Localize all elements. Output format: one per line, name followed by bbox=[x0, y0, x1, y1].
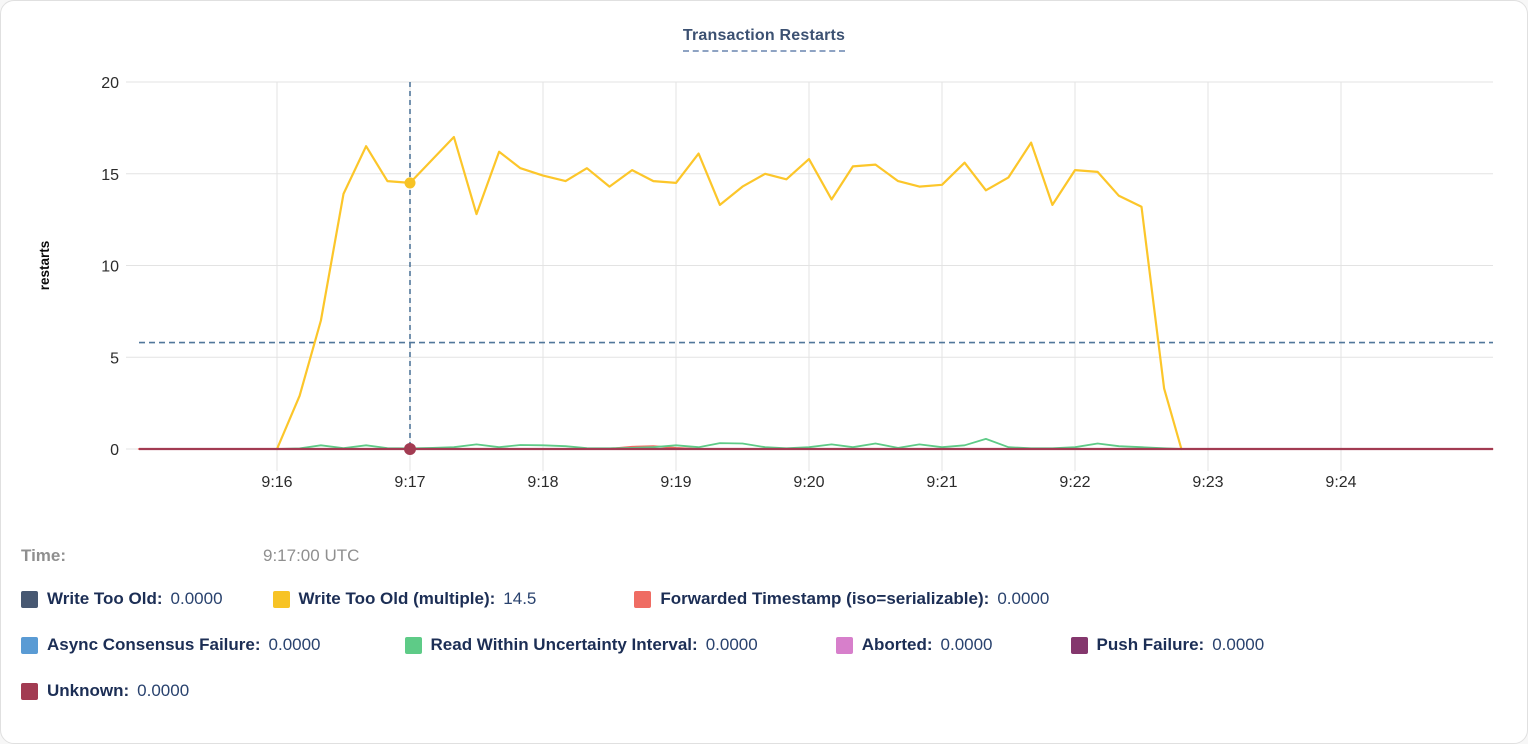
legend-swatch bbox=[21, 590, 38, 608]
legend-value: 0.0000 bbox=[1212, 635, 1265, 654]
x-axis-tick-label: 9:21 bbox=[926, 474, 957, 491]
legend-row: Unknown: 0.0000 bbox=[21, 679, 1511, 703]
legend-value: 0.0000 bbox=[705, 635, 758, 654]
legend-label: Async Consensus Failure: bbox=[47, 635, 261, 654]
legend-item-unknown[interactable]: Unknown: 0.0000 bbox=[21, 681, 189, 701]
legend-item-aborted[interactable]: Aborted: 0.0000 bbox=[835, 635, 993, 655]
y-axis-label: restarts bbox=[37, 241, 52, 291]
y-axis-tick-label: 10 bbox=[101, 259, 119, 276]
legend-value: 0.0000 bbox=[170, 589, 223, 608]
chart-legend: Write Too Old: 0.0000 Write Too Old (mul… bbox=[21, 587, 1511, 725]
x-axis-tick-label: 9:19 bbox=[660, 474, 691, 491]
legend-value: 14.5 bbox=[503, 589, 537, 608]
legend-label: Push Failure: bbox=[1096, 635, 1205, 654]
y-axis-tick-label: 5 bbox=[110, 350, 119, 367]
hover-point-write-too-old-multiple bbox=[404, 177, 416, 189]
legend-value: 0.0000 bbox=[268, 635, 321, 654]
y-axis-tick-label: 0 bbox=[110, 442, 119, 459]
legend-value: 0.0000 bbox=[997, 589, 1050, 608]
legend-item-read-within-uncertainty-interval[interactable]: Read Within Uncertainty Interval: 0.0000 bbox=[404, 635, 758, 655]
legend-item-async-consensus-failure[interactable]: Async Consensus Failure: 0.0000 bbox=[21, 635, 321, 655]
x-axis-tick-label: 9:17 bbox=[394, 474, 425, 491]
x-axis-tick-label: 9:20 bbox=[793, 474, 824, 491]
hover-time-row: Time: 9:17:00 UTC bbox=[21, 546, 1501, 570]
legend-swatch bbox=[21, 682, 38, 700]
legend-swatch bbox=[1070, 636, 1088, 654]
x-axis-tick-label: 9:18 bbox=[527, 474, 558, 491]
legend-label: Write Too Old (multiple): bbox=[298, 589, 496, 608]
legend-row: Async Consensus Failure: 0.0000 Read Wit… bbox=[21, 633, 1511, 657]
legend-label: Read Within Uncertainty Interval: bbox=[430, 635, 698, 654]
legend-swatch bbox=[272, 590, 290, 608]
hover-time-label: Time: bbox=[21, 546, 67, 565]
legend-value: 0.0000 bbox=[940, 635, 993, 654]
x-axis-tick-label: 9:16 bbox=[261, 474, 292, 491]
legend-label: Unknown: bbox=[47, 681, 130, 700]
legend-label: Write Too Old: bbox=[47, 589, 163, 608]
chart-plot-area[interactable]: 0 5 10 15 20 9:16 9:17 9:18 9:19 9:20 9:21 9:22 9:23… bbox=[1, 1, 1528, 521]
chart-title: Transaction Restarts bbox=[1, 27, 1527, 52]
x-axis-tick-label: 9:23 bbox=[1192, 474, 1223, 491]
hover-time-value: 9:17:00 UTC bbox=[263, 546, 360, 565]
x-axis-tick-label: 9:22 bbox=[1059, 474, 1090, 491]
series-line-write-too-old-multiple bbox=[275, 135, 1183, 451]
legend-label: Aborted: bbox=[861, 635, 933, 654]
legend-value: 0.0000 bbox=[137, 681, 190, 700]
chart-title-text[interactable]: Transaction Restarts bbox=[682, 27, 846, 52]
legend-swatch bbox=[404, 636, 422, 654]
y-axis-tick-label: 15 bbox=[101, 167, 119, 184]
legend-item-write-too-old-multiple[interactable]: Write Too Old (multiple): 14.5 bbox=[272, 589, 537, 609]
legend-swatch bbox=[634, 590, 652, 608]
legend-row: Write Too Old: 0.0000 Write Too Old (mul… bbox=[21, 587, 1511, 611]
legend-label: Forwarded Timestamp (iso=serializable): bbox=[660, 589, 990, 608]
legend-swatch bbox=[21, 636, 38, 654]
legend-item-forwarded-timestamp[interactable]: Forwarded Timestamp (iso=serializable): … bbox=[634, 589, 1049, 609]
legend-item-write-too-old[interactable]: Write Too Old: 0.0000 bbox=[21, 589, 223, 609]
y-axis-tick-label: 20 bbox=[101, 75, 119, 92]
legend-item-push-failure[interactable]: Push Failure: 0.0000 bbox=[1070, 635, 1265, 655]
legend-swatch bbox=[835, 636, 853, 654]
x-axis-tick-label: 9:24 bbox=[1325, 474, 1356, 491]
hover-point-unknown bbox=[404, 443, 416, 455]
transaction-restarts-chart[interactable]: 0 5 10 15 20 9:16 9:17 9:18 9:19 9:20 9:21 9:22 9:23… bbox=[1, 1, 1528, 521]
